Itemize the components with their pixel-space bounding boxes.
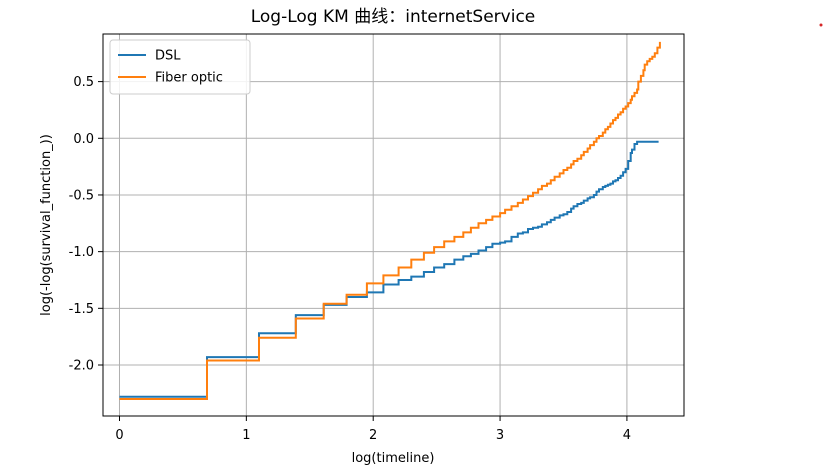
legend: DSL Fiber optic <box>109 39 251 95</box>
y-tick-label: -0.5 <box>69 188 94 203</box>
x-tick-label: 2 <box>369 428 377 443</box>
legend-label-dsl: DSL <box>155 49 181 64</box>
y-tick-label: -2.0 <box>69 358 94 373</box>
x-axis-label: log(timeline) <box>352 451 435 466</box>
series-line-fiber-optic <box>119 41 661 400</box>
y-tick-label: 0.0 <box>73 132 94 147</box>
legend-box <box>109 39 251 95</box>
x-tick-label: 4 <box>623 428 631 443</box>
y-ticks: 0.5 0.0 -0.5 -1.0 -1.5 -2.0 <box>69 75 103 373</box>
series-line-dsl <box>119 140 659 398</box>
y-tick-label: 0.5 <box>73 75 94 90</box>
y-axis-label: log(-log(survival_function_)) <box>39 134 54 316</box>
x-tick-label: 0 <box>115 428 123 443</box>
y-tick-label: -1.0 <box>69 245 94 260</box>
y-tick-label: -1.5 <box>69 302 94 317</box>
legend-label-fiber-optic: Fiber optic <box>155 71 223 86</box>
series-layer <box>119 41 661 400</box>
chart-title: Log-Log KM 曲线：internetService <box>251 7 536 27</box>
corner-dot <box>819 23 823 27</box>
plot-frame <box>102 33 685 417</box>
x-tick-label: 3 <box>496 428 504 443</box>
x-tick-label: 1 <box>242 428 250 443</box>
x-ticks: 0 1 2 3 4 <box>115 416 631 443</box>
